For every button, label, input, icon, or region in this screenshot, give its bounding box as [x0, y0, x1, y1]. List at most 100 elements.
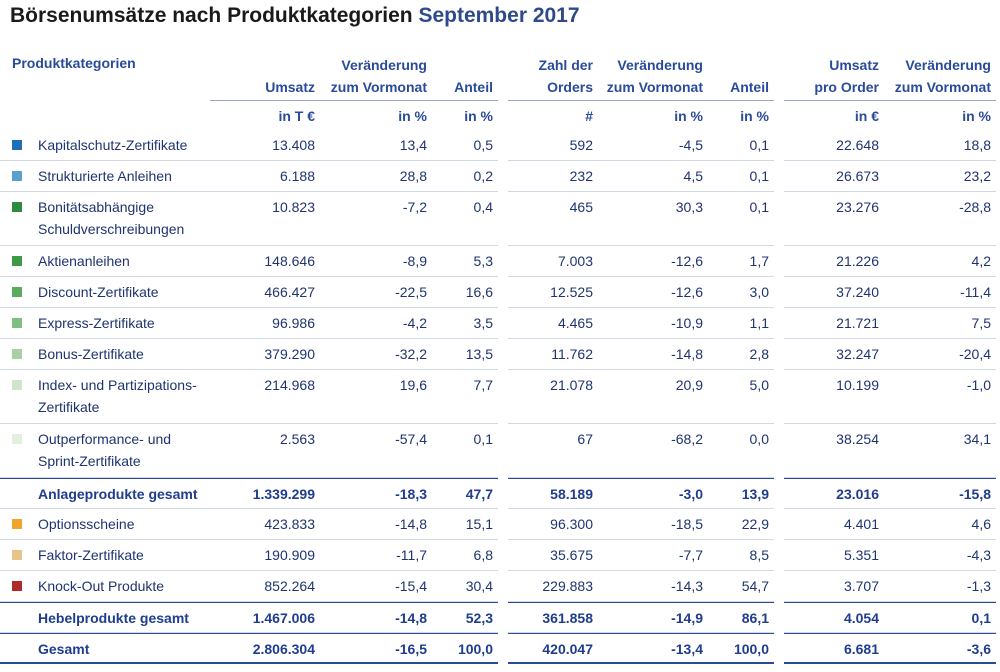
- value-cell: 592: [508, 130, 598, 161]
- value-cell: -14,9: [598, 602, 708, 633]
- category-label: Optionsscheine: [38, 516, 135, 532]
- value-cell: 465: [508, 192, 598, 246]
- header-line: pro Order: [814, 79, 879, 95]
- table-row: Strukturierte Anleihen 6.188 28,8 0,2 232 4,5…: [0, 161, 996, 192]
- header-line: Umsatz: [265, 79, 315, 95]
- category-wrapper: Discount-Zertifikate: [0, 284, 205, 303]
- value-cell: -12,6: [598, 246, 708, 277]
- header-column: Veränderung zum Vormonat: [884, 50, 996, 100]
- category-cell: Knock-Out Produkte: [0, 571, 210, 602]
- header-line: zum Vormonat: [330, 79, 427, 95]
- value-cell: 1,7: [708, 246, 774, 277]
- value-cell: 22,9: [708, 509, 774, 540]
- header-line: Orders: [547, 79, 593, 95]
- category-cell: Faktor-Zertifikate: [0, 540, 210, 571]
- value-cell: 96.300: [508, 509, 598, 540]
- value-cell: 10.823: [210, 192, 320, 246]
- category-label: Bonitätsabhängige Schuldverschreibungen: [38, 199, 185, 237]
- category-label: Strukturierte Anleihen: [38, 168, 172, 184]
- legend-swatch-icon: [12, 202, 22, 212]
- value-cell: -8,9: [320, 246, 432, 277]
- value-cell: 3.707: [784, 571, 884, 602]
- value-cell: 4,5: [598, 161, 708, 192]
- legend-swatch-icon: [12, 287, 22, 297]
- header-line: zum Vormonat: [894, 79, 991, 95]
- column-gap: [498, 339, 508, 370]
- category-label: Discount-Zertifikate: [38, 284, 159, 300]
- value-cell: 1.467.006: [210, 602, 320, 633]
- column-gap: [498, 370, 508, 424]
- table-row: Knock-Out Produkte 852.264 -15,4 30,4 229.88…: [0, 571, 996, 602]
- value-cell: -18,3: [320, 478, 432, 509]
- value-cell: -4,5: [598, 130, 708, 161]
- value-cell: 26.673: [784, 161, 884, 192]
- header-line: zum Vormonat: [606, 79, 703, 95]
- value-cell: 3,5: [432, 308, 498, 339]
- column-gap: [774, 370, 784, 424]
- table-row: Kapitalschutz-Zertifikate 13.408 13,4 0,5 59…: [0, 130, 996, 161]
- header-line: Anteil: [730, 79, 769, 95]
- page-title: Börsenumsätze nach Produktkategorien Sep…: [10, 4, 580, 28]
- value-cell: 19,6: [320, 370, 432, 424]
- header-line: Umsatz: [829, 57, 879, 73]
- value-cell: 466.427: [210, 277, 320, 308]
- value-cell: 1,1: [708, 308, 774, 339]
- header-column: Veränderung zum Vormonat: [598, 50, 708, 100]
- category-wrapper: Bonus-Zertifikate: [0, 346, 205, 365]
- value-cell: 67: [508, 424, 598, 478]
- category-label: Faktor-Zertifikate: [38, 547, 144, 563]
- value-cell: 38.254: [784, 424, 884, 478]
- legend-swatch-icon: [12, 519, 22, 529]
- table-row: Outperformance- und Sprint-Zertifikate 2.…: [0, 424, 996, 478]
- value-cell: 0,2: [432, 161, 498, 192]
- table-row: Bonus-Zertifikate 379.290 -32,2 13,5 11.762-…: [0, 339, 996, 370]
- value-cell: -15,4: [320, 571, 432, 602]
- value-cell: 5.351: [784, 540, 884, 571]
- category-wrapper: Express-Zertifikate: [0, 315, 205, 334]
- title-period: September 2017: [418, 4, 580, 27]
- column-gap: [498, 602, 508, 633]
- unit-cell: #: [508, 100, 598, 130]
- column-gap: [774, 424, 784, 478]
- header-column: Anteil: [708, 50, 774, 100]
- subtotal-row: Anlageprodukte gesamt 1.339.299 -18,3 47,7 5…: [0, 478, 996, 509]
- value-cell: 0,1: [708, 192, 774, 246]
- value-cell: 852.264: [210, 571, 320, 602]
- value-cell: 3,0: [708, 277, 774, 308]
- category-cell: Bonus-Zertifikate: [0, 339, 210, 370]
- value-cell: 0,5: [432, 130, 498, 161]
- value-cell: -14,8: [320, 602, 432, 633]
- column-gap: [774, 633, 784, 664]
- category-wrapper: Strukturierte Anleihen: [0, 168, 205, 187]
- value-cell: 379.290: [210, 339, 320, 370]
- value-cell: 58.189: [508, 478, 598, 509]
- category-label: Bonus-Zertifikate: [38, 346, 144, 362]
- column-gap: [498, 571, 508, 602]
- unit-cell: in €: [784, 100, 884, 130]
- value-cell: 4.054: [784, 602, 884, 633]
- value-cell: -3,6: [884, 633, 996, 664]
- legend-swatch-icon: [12, 581, 22, 591]
- column-gap: [774, 100, 784, 130]
- unit-cell: in %: [598, 100, 708, 130]
- header-column: Zahl der Orders: [508, 50, 598, 100]
- column-gap: [774, 246, 784, 277]
- value-cell: 12.525: [508, 277, 598, 308]
- value-cell: 23.016: [784, 478, 884, 509]
- category-label: Express-Zertifikate: [38, 315, 155, 331]
- category-cell: Optionsscheine: [0, 509, 210, 540]
- value-cell: 21.226: [784, 246, 884, 277]
- unit-cell: in %: [708, 100, 774, 130]
- category-cell: Aktienanleihen: [0, 246, 210, 277]
- unit-cell: in T €: [210, 100, 320, 130]
- header-row: Produktkategorien Umsatz Veränderung zum Vo…: [0, 50, 996, 100]
- category-cell: Express-Zertifikate: [0, 308, 210, 339]
- value-cell: -1,3: [884, 571, 996, 602]
- value-cell: 232: [508, 161, 598, 192]
- value-cell: 0,1: [432, 424, 498, 478]
- value-cell: 4.465: [508, 308, 598, 339]
- value-cell: 7,5: [884, 308, 996, 339]
- value-cell: 16,6: [432, 277, 498, 308]
- category-cell: Gesamt: [0, 633, 210, 664]
- value-cell: 148.646: [210, 246, 320, 277]
